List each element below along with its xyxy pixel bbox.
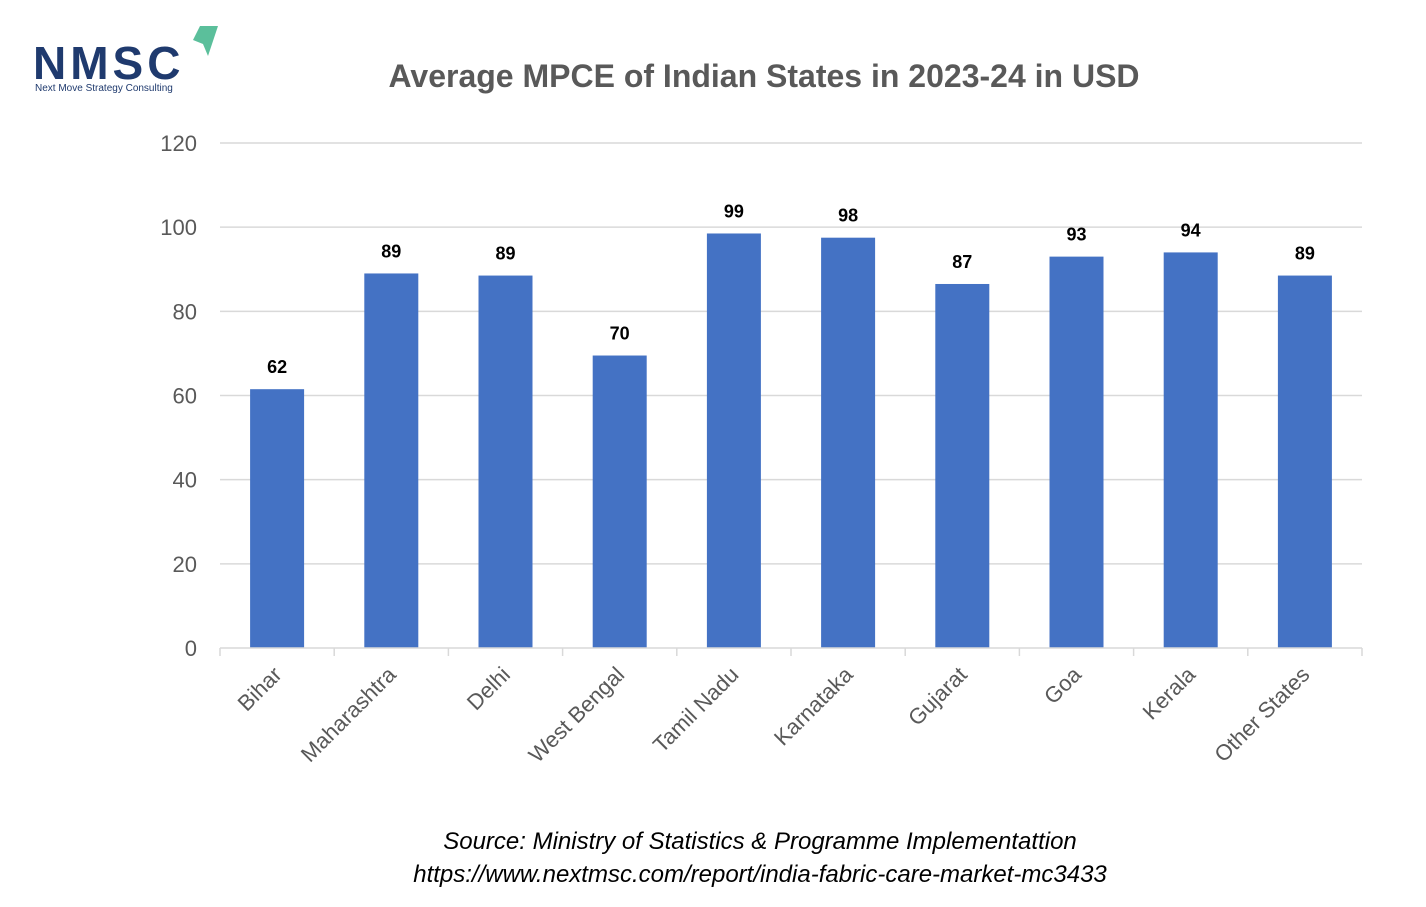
data-label: 98 bbox=[838, 206, 858, 226]
data-label: 99 bbox=[724, 201, 744, 221]
x-tick-label: Goa bbox=[1039, 661, 1087, 709]
x-tick-label: Gujarat bbox=[903, 662, 972, 731]
y-tick-label: 100 bbox=[160, 215, 197, 240]
data-label: 89 bbox=[381, 241, 401, 261]
bar-karnataka bbox=[821, 237, 876, 648]
bar-kerala bbox=[1163, 252, 1218, 648]
bar-delhi bbox=[478, 275, 533, 648]
x-tick-label: Karnataka bbox=[769, 661, 858, 750]
y-tick-label: 0 bbox=[185, 636, 197, 661]
y-tick-label: 120 bbox=[160, 131, 197, 156]
bar-goa bbox=[1049, 256, 1104, 648]
bar-west-bengal bbox=[592, 355, 647, 648]
data-label: 89 bbox=[1295, 244, 1315, 264]
x-tick-label: Kerala bbox=[1138, 661, 1201, 724]
data-label: 87 bbox=[952, 252, 972, 272]
source-line: Source: Ministry of Statistics & Program… bbox=[443, 828, 1077, 855]
x-tick-label: Bihar bbox=[233, 662, 287, 716]
chart-title: Average MPCE of Indian States in 2023-24… bbox=[388, 58, 1139, 94]
x-tick-label: Maharashtra bbox=[296, 661, 402, 767]
x-tick-label: Other States bbox=[1209, 662, 1314, 767]
bar-maharashtra bbox=[364, 273, 419, 648]
data-label: 89 bbox=[495, 244, 515, 264]
data-label: 62 bbox=[267, 357, 287, 377]
logo-tagline: Next Move Strategy Consulting bbox=[35, 83, 173, 94]
logo-arrow-icon bbox=[193, 26, 218, 56]
logo-name: NMSC bbox=[33, 37, 184, 89]
y-tick-label: 80 bbox=[173, 299, 197, 324]
y-tick-label: 40 bbox=[173, 468, 197, 493]
bars bbox=[250, 233, 1332, 648]
data-label: 70 bbox=[610, 324, 630, 344]
x-tick-label: West Bengal bbox=[524, 662, 630, 768]
y-axis: 0 20 40 60 80 100 120 bbox=[160, 131, 197, 661]
bar-bihar bbox=[250, 389, 305, 648]
x-tick-label: Delhi bbox=[462, 662, 515, 715]
data-labels: 62 89 89 70 99 98 87 93 94 89 bbox=[267, 201, 1315, 377]
bar-tamil-nadu bbox=[706, 233, 761, 648]
y-tick-label: 60 bbox=[173, 384, 197, 409]
source-url: https://www.nextmsc.com/report/india-fab… bbox=[413, 861, 1107, 888]
y-tick-label: 20 bbox=[173, 552, 197, 577]
data-label: 94 bbox=[1181, 220, 1201, 240]
x-axis: Bihar Maharashtra Delhi West Bengal Tamil Na… bbox=[219, 647, 1363, 768]
bar-other-states bbox=[1277, 275, 1332, 648]
x-tick-label: Tamil Nadu bbox=[648, 662, 743, 757]
nmsc-logo: NMSC Next Move Strategy Consulting bbox=[33, 26, 218, 94]
data-label: 93 bbox=[1066, 225, 1086, 245]
bar-gujarat bbox=[935, 283, 990, 648]
